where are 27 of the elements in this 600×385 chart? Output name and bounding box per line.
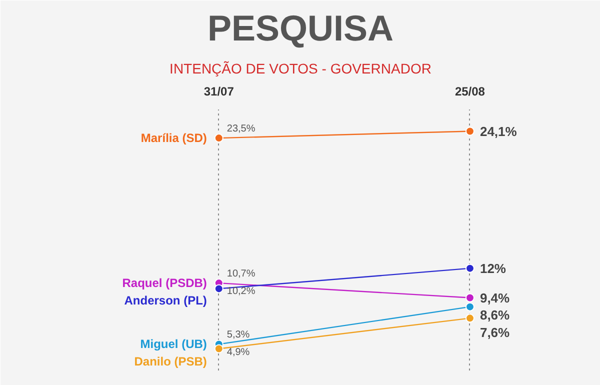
data-label: 9,4%	[480, 290, 510, 306]
series-label: Miguel (UB)	[140, 337, 207, 352]
data-label: 8,6%	[480, 308, 510, 323]
point	[465, 314, 474, 323]
chart-title: PESQUISA	[207, 8, 394, 48]
point	[465, 126, 474, 136]
series-label: Raquel (PSDB)	[122, 276, 207, 290]
data-label: 7,6%	[480, 325, 510, 340]
data-label: 4,9%	[226, 346, 250, 358]
point	[465, 264, 474, 273]
data-label: 5,3%	[226, 330, 250, 341]
chart-subtitle: INTENÇÃO DE VOTOS - GOVERNADOR	[170, 60, 432, 76]
series-label: Anderson (PL)	[124, 293, 207, 308]
point	[214, 344, 224, 354]
data-label: 24,1%	[480, 124, 518, 139]
point	[214, 284, 224, 294]
data-label: 10,7%	[226, 268, 256, 280]
data-label: 10,2%	[226, 286, 256, 297]
point	[465, 302, 474, 312]
point	[214, 134, 224, 143]
series-label: Marília (SD)	[140, 131, 207, 146]
point	[465, 293, 474, 302]
data-label: 12%	[480, 260, 506, 276]
x-tick-label: 25/08	[454, 84, 486, 98]
data-label: 23,5%	[226, 124, 256, 135]
x-tick-label: 31/07	[204, 84, 234, 98]
series-label: Danilo (PSB)	[134, 354, 207, 368]
